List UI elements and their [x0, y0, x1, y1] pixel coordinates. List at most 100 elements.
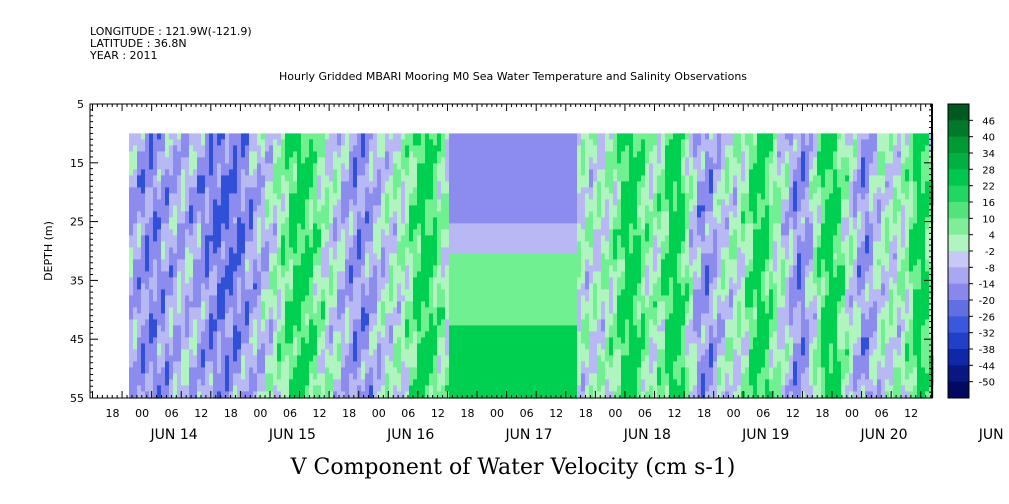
heatmap-cell — [453, 169, 458, 176]
heatmap-cell — [209, 385, 214, 392]
heatmap-cell — [529, 241, 534, 248]
heatmap-cell — [545, 343, 550, 350]
heatmap-cell — [233, 211, 238, 218]
heatmap-cell — [485, 385, 490, 392]
heatmap-cell — [333, 187, 338, 194]
heatmap-cell — [329, 193, 334, 200]
heatmap-cell — [305, 385, 310, 392]
heatmap-cell — [233, 373, 238, 380]
heatmap-cell — [301, 151, 306, 158]
heatmap-cell — [241, 229, 246, 236]
heatmap-cell — [517, 313, 522, 320]
heatmap-cell — [309, 319, 314, 326]
heatmap-cell — [141, 325, 146, 332]
heatmap-cell — [197, 145, 202, 152]
heatmap-cell — [397, 193, 402, 200]
heatmap-cell — [357, 331, 362, 338]
heatmap-cell — [357, 283, 362, 290]
heatmap-cell — [521, 223, 526, 230]
heatmap-cell — [389, 385, 394, 392]
heatmap-cell — [289, 211, 294, 218]
heatmap-cell — [313, 361, 318, 368]
heatmap-cell — [569, 301, 574, 308]
heatmap-cell — [385, 307, 390, 314]
heatmap-cell — [533, 199, 538, 206]
heatmap-cell — [209, 331, 214, 338]
heatmap-cell — [213, 199, 218, 206]
heatmap-cell — [425, 301, 430, 308]
heatmap-cell — [169, 181, 174, 188]
heatmap-cell — [193, 355, 198, 362]
heatmap-cell — [413, 187, 418, 194]
heatmap-cell — [245, 253, 250, 260]
heatmap-cell — [241, 283, 246, 290]
heatmap-cell — [289, 229, 294, 236]
heatmap-cell — [461, 379, 466, 386]
heatmap-cell — [353, 157, 358, 164]
heatmap-cell — [281, 343, 286, 350]
heatmap-cell — [517, 259, 522, 266]
heatmap-cell — [193, 331, 198, 338]
heatmap-cell — [417, 211, 422, 218]
heatmap-cell — [349, 235, 354, 242]
heatmap-cell — [449, 157, 454, 164]
heatmap-cell — [229, 385, 234, 392]
heatmap-cell — [133, 235, 138, 242]
heatmap-cell — [405, 235, 410, 242]
heatmap-cell — [273, 391, 278, 398]
heatmap-cell — [253, 343, 258, 350]
heatmap-cell — [457, 385, 462, 392]
heatmap-cell — [437, 385, 442, 392]
heatmap-cell — [261, 247, 266, 254]
heatmap-cell — [385, 337, 390, 344]
heatmap-cell — [129, 367, 134, 374]
heatmap-cell — [197, 361, 202, 368]
heatmap-cell — [481, 199, 486, 206]
heatmap-cell — [285, 139, 290, 146]
heatmap-cell — [529, 385, 534, 392]
heatmap-cell — [425, 391, 430, 398]
heatmap-cell — [333, 229, 338, 236]
heatmap-cell — [137, 349, 142, 356]
heatmap-cell — [353, 391, 358, 398]
heatmap-cell — [569, 277, 574, 284]
heatmap-cell — [401, 163, 406, 170]
heatmap-cell — [517, 367, 522, 374]
heatmap-cell — [425, 319, 430, 326]
heatmap-cell — [269, 223, 274, 230]
heatmap-cell — [305, 361, 310, 368]
heatmap-cell — [237, 139, 242, 146]
heatmap-cell — [189, 355, 194, 362]
heatmap-cell — [569, 361, 574, 368]
heatmap-cell — [565, 289, 570, 296]
heatmap-cell — [453, 265, 458, 272]
heatmap-cell — [509, 301, 514, 308]
heatmap-cell — [189, 223, 194, 230]
heatmap-cell — [249, 283, 254, 290]
heatmap-cell — [541, 307, 546, 314]
heatmap-cell — [381, 181, 386, 188]
heatmap-cell — [313, 265, 318, 272]
heatmap-cell — [489, 151, 494, 158]
heatmap-cell — [385, 349, 390, 356]
heatmap-cell — [249, 145, 254, 152]
heatmap-cell — [285, 145, 290, 152]
heatmap-cell — [513, 361, 518, 368]
heatmap-cell — [329, 235, 334, 242]
heatmap-cell — [549, 325, 554, 332]
heatmap-cell — [477, 241, 482, 248]
heatmap-cell — [329, 277, 334, 284]
heatmap-cell — [449, 145, 454, 152]
heatmap-cell — [365, 349, 370, 356]
heatmap-cell — [177, 337, 182, 344]
heatmap-cell — [173, 145, 178, 152]
heatmap-cell — [253, 313, 258, 320]
heatmap-cell — [273, 229, 278, 236]
heatmap-cell — [157, 343, 162, 350]
heatmap-cell — [321, 301, 326, 308]
heatmap-cell — [545, 295, 550, 302]
heatmap-cell — [393, 301, 398, 308]
heatmap-cell — [461, 265, 466, 272]
heatmap-cell — [325, 217, 330, 224]
heatmap-cell — [317, 223, 322, 230]
